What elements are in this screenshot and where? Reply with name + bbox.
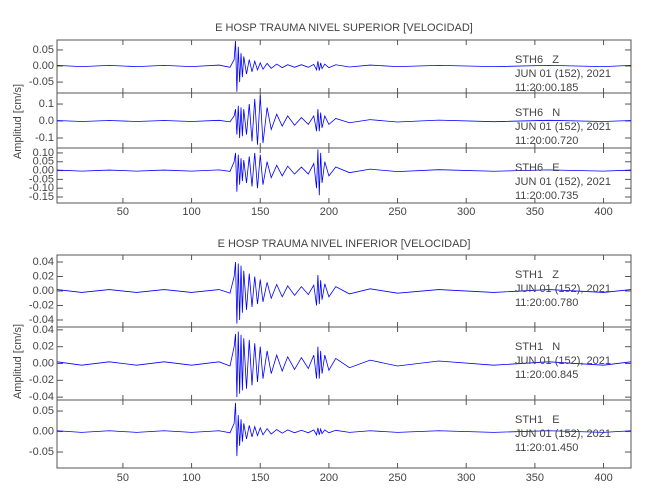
x-tick-label: 50 (117, 472, 129, 484)
y-tick-label: -0.05 (29, 76, 54, 88)
y-tick-label: -0.1 (35, 132, 54, 144)
x-tick-label: 200 (320, 472, 338, 484)
trace-annotation: JUN 01 (152), 2021 (515, 68, 611, 80)
y-tick-label: 0.00 (33, 164, 54, 176)
trace-annotation: STH1 Z (515, 269, 559, 281)
x-tick-label: 400 (594, 472, 612, 484)
y-tick-label: -0.02 (29, 299, 54, 311)
x-tick-label: 400 (594, 206, 612, 218)
trace-annotation: JUN 01 (152), 2021 (515, 355, 611, 367)
chart-title: E HOSP TRAUMA NIVEL SUPERIOR [VELOCIDAD] (215, 22, 473, 34)
y-tick-label: -0.05 (29, 446, 54, 458)
panel-frame (56, 399, 632, 469)
y-tick-label: 0.1 (39, 98, 54, 110)
y-tick-label: -0.15 (29, 191, 54, 203)
trace-annotation: 11:20:00.720 (515, 135, 578, 147)
y-tick-label: 0.02 (33, 270, 54, 282)
trace-annotation: 11:20:00.780 (515, 297, 578, 309)
trace-annotation: STH6 E (515, 162, 560, 174)
trace-annotation: JUN 01 (152), 2021 (515, 176, 611, 188)
waveform (56, 95, 632, 145)
trace-annotation: STH6 Z (515, 54, 559, 66)
x-tick-label: 350 (526, 206, 544, 218)
y-tick-label: 0.00 (33, 60, 54, 72)
y-tick-label: -0.04 (29, 391, 54, 403)
x-tick-label: 300 (457, 206, 475, 218)
waveform (56, 402, 632, 457)
y-tick-label: 0.05 (33, 44, 54, 56)
trace-annotation: STH1 N (515, 341, 560, 353)
trace-annotation: 11:20:00.845 (515, 369, 578, 381)
chart-title: E HOSP TRAUMA NIVEL INFERIOR [VELOCIDAD] (218, 238, 471, 250)
y-axis-label: Amplitud [cm/s] (12, 324, 24, 399)
x-tick-label: 150 (251, 472, 269, 484)
y-tick-label: 0.00 (33, 357, 54, 369)
y-tick-label: 0.0 (39, 115, 54, 127)
trace-annotation: 11:20:01.450 (515, 442, 578, 454)
y-tick-label: 0.05 (33, 156, 54, 168)
panel-frame (56, 147, 632, 204)
x-tick-label: 200 (320, 206, 338, 218)
waveform (56, 261, 632, 324)
trace-annotation: STH1 E (515, 414, 560, 426)
y-tick-label: 0.10 (33, 147, 54, 159)
x-tick-label: 300 (457, 472, 475, 484)
trace-annotation: JUN 01 (152), 2021 (515, 428, 611, 440)
waveform (56, 40, 632, 92)
x-tick-label: 50 (117, 206, 129, 218)
y-tick-label: -0.05 (29, 173, 54, 185)
y-axis-label: Amplitud [cm/s] (12, 84, 24, 159)
y-tick-label: -0.02 (29, 374, 54, 386)
trace-annotation: 11:20:00.185 (515, 82, 578, 94)
trace-annotation: 11:20:00.735 (515, 190, 578, 202)
x-tick-label: 350 (526, 472, 544, 484)
trace-annotation: JUN 01 (152), 2021 (515, 121, 611, 133)
x-tick-label: 250 (388, 472, 406, 484)
y-tick-label: 0.02 (33, 341, 54, 353)
y-tick-label: 0.04 (33, 324, 54, 336)
x-tick-label: 250 (388, 206, 406, 218)
y-tick-label: 0.05 (33, 405, 54, 417)
y-tick-label: -0.04 (29, 314, 54, 326)
y-tick-label: 0.00 (33, 285, 54, 297)
y-tick-label: -0.10 (29, 182, 54, 194)
x-tick-label: 100 (182, 472, 200, 484)
y-tick-label: 0.00 (33, 425, 54, 437)
waveform (56, 149, 632, 196)
trace-annotation: JUN 01 (152), 2021 (515, 283, 611, 295)
x-tick-label: 150 (251, 206, 269, 218)
y-tick-label: 0.04 (33, 256, 54, 268)
x-tick-label: 100 (182, 206, 200, 218)
waveform (56, 331, 632, 398)
trace-annotation: STH6 N (515, 107, 560, 119)
